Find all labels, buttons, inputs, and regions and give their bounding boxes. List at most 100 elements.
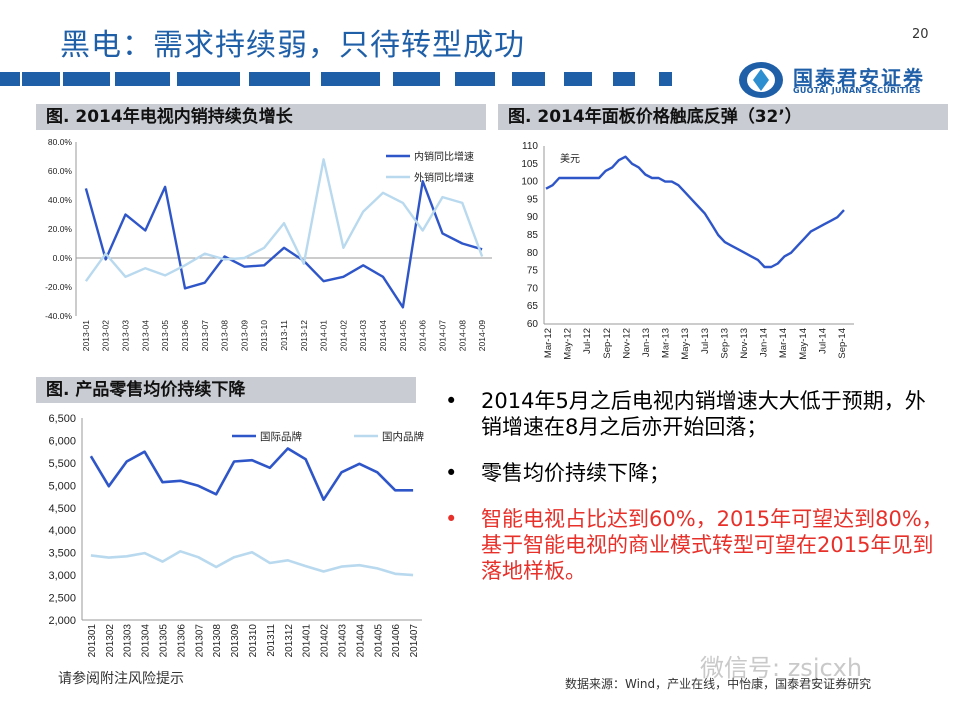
y-tick-label: 105	[521, 159, 538, 170]
y-tick-label: 85	[527, 230, 539, 241]
x-tick-label: 2013-05	[160, 320, 170, 351]
data-source: 数据来源：Wind，产业在线，中怡康，国泰君安证券研究	[565, 677, 872, 691]
wechat-watermark: 微信号: zsjcxh	[700, 654, 863, 682]
risk-disclaimer-link[interactable]: 请参阅附注风险提示	[58, 671, 184, 687]
x-tick-label: 2013-02	[101, 320, 111, 351]
bullet-item-highlight: • 智能电视占比达到60%，2015年可望达到80%，基于智能电视的商业模式转型…	[445, 506, 945, 584]
chart-tv-sales-growth: 80.0% 60.0% 40.0% 20.0% 0.0% -20.0% -40.0% 2013…	[45, 137, 492, 351]
x-tick-label: 2014-06	[418, 320, 428, 351]
series-line-panel-price	[545, 155, 845, 269]
bullet-text: 2014年5月之后电视内销增速大大低于预期，外销增速在8月之后亦开始回落；	[481, 389, 926, 439]
x-tick-label: 2013-12	[299, 320, 309, 351]
x-tick-label: 201303	[123, 624, 134, 658]
x-tick-label: 2014-03	[358, 320, 368, 351]
y-tick-label: 6,000	[48, 435, 76, 447]
x-tick-label: 201304	[141, 624, 152, 658]
x-tick-label: 2013-01	[81, 320, 91, 351]
x-tick-label: 201406	[391, 624, 402, 658]
y-tick-label: 60.0%	[48, 166, 73, 176]
legend-label: 国际品牌	[260, 430, 302, 443]
chart-retail-price: 6,500 6,000 5,500 5,000 4,500 4,000 3,500 3,000…	[48, 413, 424, 658]
x-tick-label: 201306	[176, 624, 187, 658]
bullet-dot-icon: •	[445, 461, 458, 485]
logo-text-cn: 国泰君安证券	[793, 66, 925, 90]
chart3-header: 图. 产品零售均价持续下降	[36, 377, 416, 403]
y-tick-label: 80	[527, 248, 539, 259]
x-tick-label: 2014-07	[437, 320, 447, 351]
x-tick-label: 201407	[409, 624, 420, 658]
x-tick-label: 201311	[266, 624, 277, 657]
y-tick-label: 2,500	[48, 593, 76, 605]
y-tick-label: 5,000	[48, 480, 76, 492]
x-tick-label: 2014-02	[338, 320, 348, 351]
x-tick-label: 201308	[212, 624, 223, 658]
y-tick-label: 40.0%	[48, 195, 73, 205]
chart-panel-price: 110 105 100 95 90 85 80 75 70 65 60 美元 Mar-12 May-12 J…	[521, 141, 854, 360]
x-tick-label: Jan-14	[759, 328, 770, 357]
y-tick-label: 2,000	[48, 615, 76, 627]
x-tick-label: 201310	[248, 624, 259, 658]
x-tick-label: Mar-12	[543, 328, 554, 358]
header-stripe	[0, 72, 700, 86]
bullet-dot-icon: •	[445, 389, 458, 413]
x-tick-label: May-14	[798, 328, 809, 360]
y-tick-label: 0.0%	[53, 253, 73, 263]
x-tick-label: 201402	[320, 624, 331, 658]
y-tick-label: 65	[527, 301, 539, 312]
x-tick-label: 2013-04	[140, 320, 150, 351]
y-tick-label: -20.0%	[45, 282, 72, 292]
company-logo: 国泰君安证券 GUOTAI JUNAN SECURITIES	[735, 60, 955, 100]
bullet-text: 智能电视占比达到60%，2015年可望达到80%，基于智能电视的商业模式转型可望…	[481, 507, 943, 583]
x-tick-label: 2013-03	[121, 320, 131, 351]
y-tick-label: 20.0%	[48, 224, 73, 234]
x-tick-label: 2013-07	[200, 320, 210, 351]
x-tick-label: 2014-01	[319, 320, 329, 351]
x-tick-label: Nov-13	[739, 328, 750, 359]
legend-label: 国内品牌	[382, 430, 424, 443]
y-tick-label: 75	[527, 266, 539, 277]
x-tick-label: 201405	[373, 624, 384, 658]
x-tick-label: Sep-13	[719, 328, 730, 359]
x-tick-label: Jul-14	[817, 328, 828, 354]
series-line-2	[90, 550, 414, 577]
chart1-header: 图. 2014年电视内销持续负增长	[36, 104, 486, 130]
x-tick-label: Mar-14	[778, 328, 789, 358]
bullet-dot-icon: •	[445, 507, 458, 531]
y-tick-label: 5,500	[48, 458, 76, 470]
x-tick-label: 201302	[105, 624, 116, 658]
y-tick-label: 100	[521, 177, 538, 188]
bullet-list: • 2014年5月之后电视内销增速大大低于预期，外销增速在8月之后亦开始回落； …	[445, 388, 945, 604]
x-tick-label: May-12	[563, 328, 574, 360]
x-tick-label: Jul-12	[582, 328, 593, 354]
x-tick-label: 201307	[194, 624, 205, 658]
x-tick-label: Mar-13	[661, 328, 672, 358]
x-tick-label: 2014-05	[398, 320, 408, 351]
bullet-item: • 2014年5月之后电视内销增速大大低于预期，外销增速在8月之后亦开始回落；	[445, 388, 945, 440]
y-tick-label: 90	[527, 212, 539, 223]
slide-title: 黑电：需求持续弱，只待转型成功	[60, 28, 525, 63]
series-line-2	[84, 158, 484, 282]
y-tick-label: 6,500	[48, 413, 76, 425]
x-tick-label: 2013-06	[180, 320, 190, 351]
y-tick-label: 70	[527, 283, 539, 294]
series-line-1	[89, 447, 414, 501]
x-tick-label: 2013-11	[279, 320, 289, 351]
y-tick-label: 3,000	[48, 570, 76, 582]
x-tick-label: Jan-13	[641, 328, 652, 357]
y-tick-label: -40.0%	[45, 311, 72, 321]
x-tick-label: Jul-13	[700, 328, 711, 354]
x-tick-label: 2013-09	[239, 320, 249, 351]
page-number: 20	[912, 27, 929, 42]
x-tick-label: 2013-10	[259, 320, 269, 351]
x-tick-label: 201401	[302, 624, 313, 658]
series-line-1	[84, 180, 483, 309]
y-tick-label: 4,500	[48, 503, 76, 515]
chart2-header: 图. 2014年面板价格触底反弹（32’）	[498, 104, 948, 130]
x-tick-label: 201312	[284, 624, 295, 658]
legend-label: 内销同比增速	[414, 150, 474, 163]
x-tick-label: Sep-14	[837, 328, 848, 359]
y-axis-unit-label: 美元	[560, 152, 580, 165]
logo-text-en: GUOTAI JUNAN SECURITIES	[793, 86, 921, 95]
x-tick-label: 2014-04	[378, 320, 388, 351]
y-tick-label: 110	[522, 141, 538, 152]
